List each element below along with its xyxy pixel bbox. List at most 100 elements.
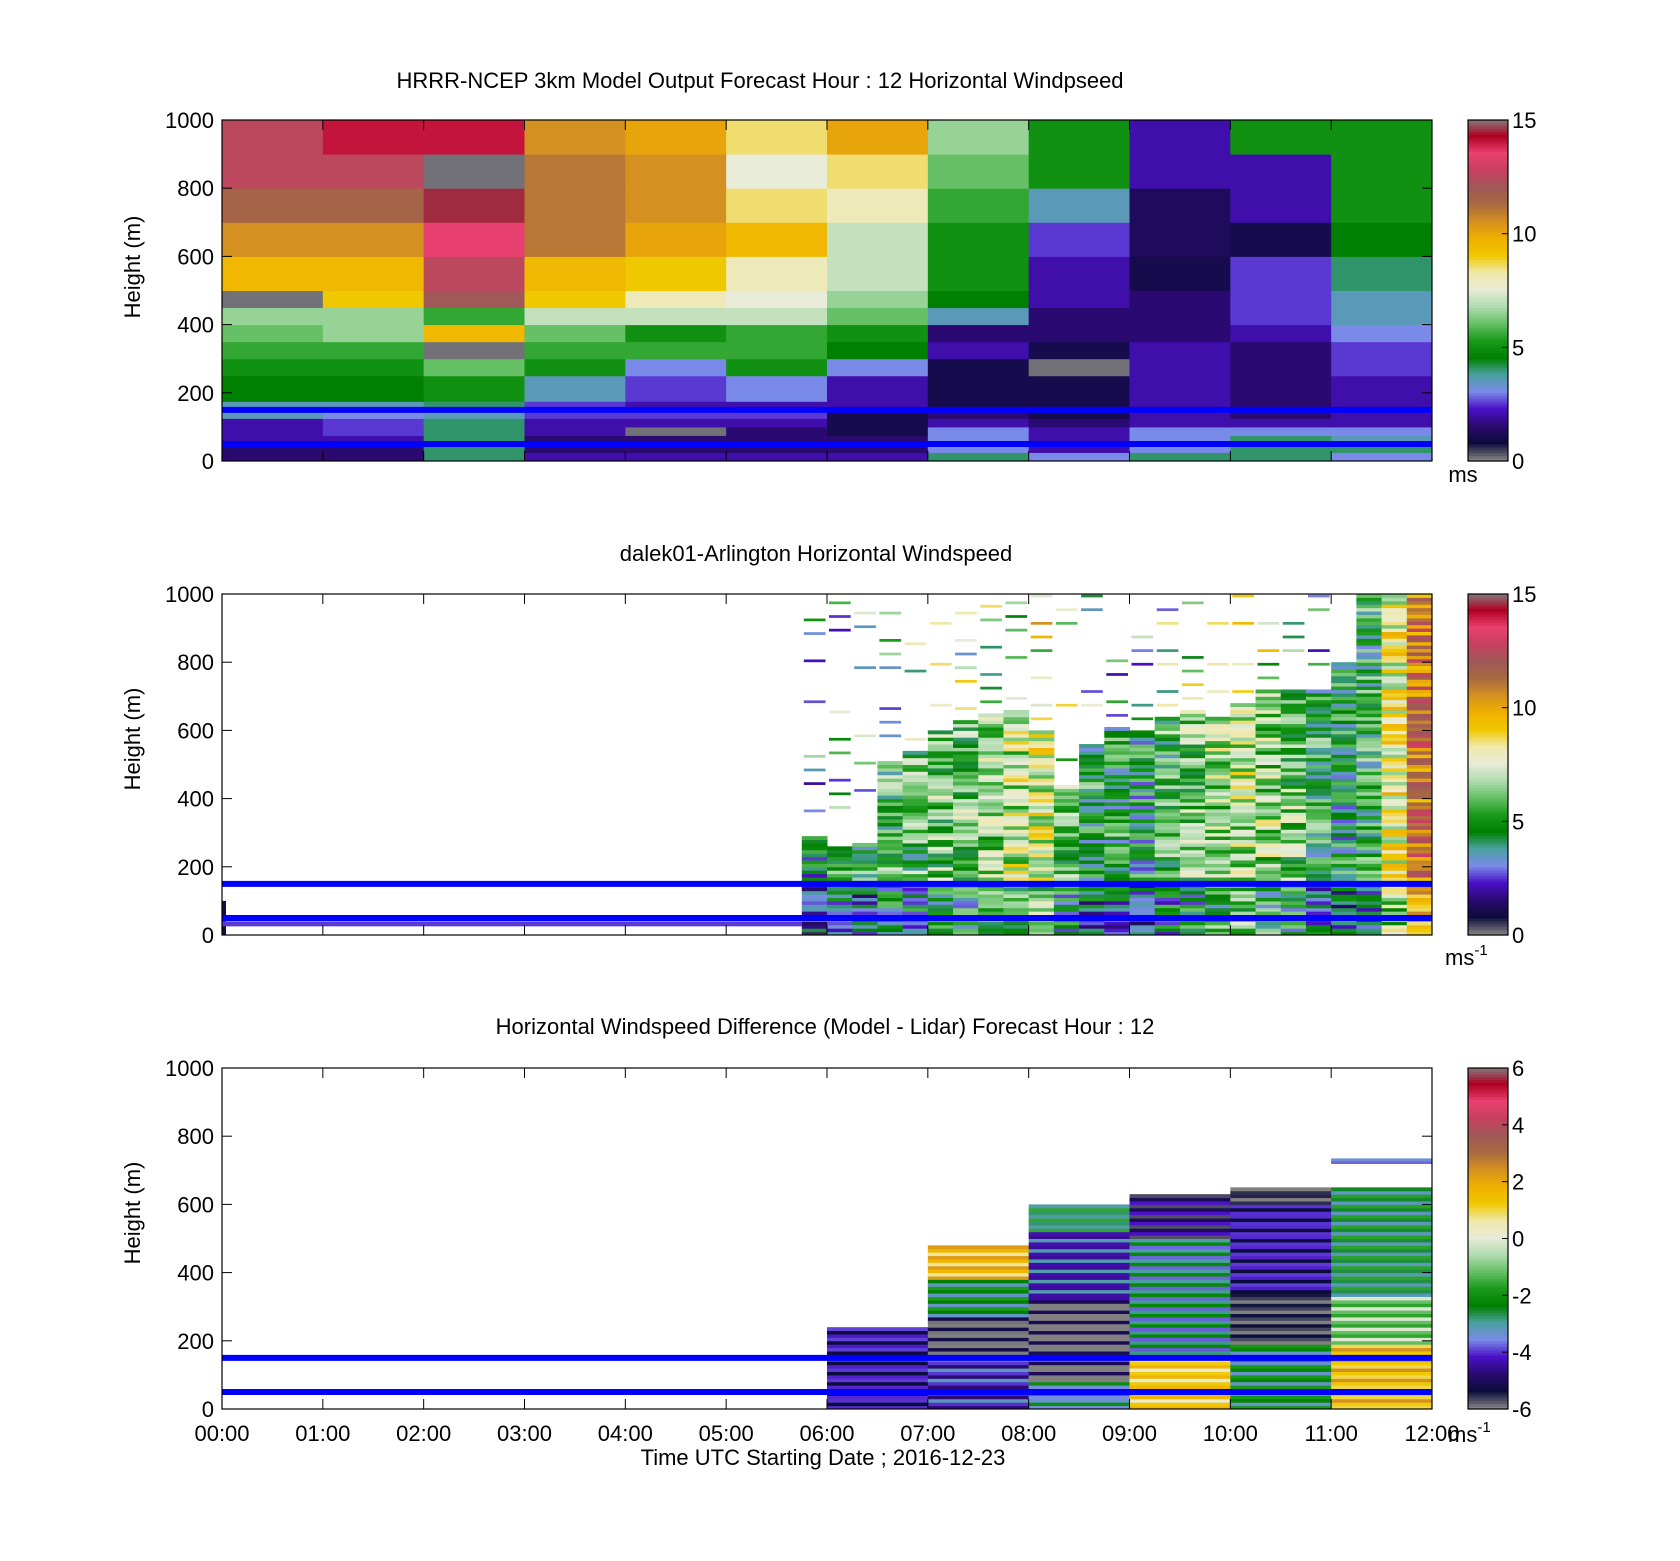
heatmap-cell <box>879 611 902 615</box>
heatmap-cell <box>1305 931 1332 936</box>
heatmap-cell <box>955 611 977 615</box>
heatmap-cell <box>1129 392 1231 402</box>
heatmap-cell <box>1028 795 1055 800</box>
heatmap-cell <box>1030 621 1053 625</box>
heatmap-cell <box>524 256 626 274</box>
heatmap-cell <box>1129 1224 1231 1229</box>
colorbar-segment <box>1468 613 1508 618</box>
heatmap-cell <box>1079 866 1105 871</box>
heatmap-cell <box>1053 904 1080 909</box>
difference-panel: Horizontal Windspeed Difference (Model -… <box>120 1014 1532 1447</box>
heatmap-cell <box>1381 859 1408 864</box>
colorbar-segment <box>1468 208 1508 212</box>
heatmap-cell <box>902 900 929 905</box>
heatmap-cell <box>1205 931 1231 936</box>
heatmap-cell <box>1230 761 1257 765</box>
colorbar-segment <box>1468 744 1508 749</box>
heatmap-cell <box>1255 706 1282 711</box>
heatmap-cell <box>1356 907 1383 912</box>
heatmap-cell <box>1230 443 1332 453</box>
heatmap-cell <box>1028 819 1055 823</box>
heatmap-cell <box>1331 873 1357 878</box>
heatmap-cell <box>953 870 979 875</box>
heatmap-cell <box>1106 700 1128 704</box>
colorbar-segment <box>1468 1232 1508 1237</box>
heatmap-cell <box>1280 791 1307 796</box>
heatmap-cell <box>1406 675 1433 680</box>
heatmap-cell <box>1028 1402 1130 1407</box>
heatmap-cell <box>801 911 828 916</box>
colorbar-segment <box>1468 611 1508 615</box>
heatmap-cell <box>1129 188 1231 223</box>
heatmap-cell <box>1129 1306 1231 1311</box>
heatmap-cell <box>1131 635 1154 639</box>
heatmap-cell <box>1230 1398 1332 1403</box>
heatmap-cell <box>1129 1245 1231 1250</box>
heatmap-cell <box>1129 764 1156 769</box>
heatmap-cell <box>1003 716 1030 721</box>
colorbar-segment <box>1468 892 1508 896</box>
colorbar-segment <box>1468 1161 1508 1166</box>
heatmap-cell <box>1230 1299 1332 1304</box>
heatmap-cell <box>1205 750 1231 755</box>
panel-title: Horizontal Windspeed Difference (Model -… <box>496 1014 1155 1039</box>
heatmap-cell <box>1280 900 1307 905</box>
heatmap-cell <box>980 604 1002 608</box>
heatmap-cell <box>1255 774 1282 779</box>
colorbar-segment <box>1468 1229 1508 1234</box>
plot-area <box>222 594 1433 936</box>
colorbar-segment <box>1468 710 1508 714</box>
heatmap-cell <box>1003 805 1030 810</box>
colorbar-segment <box>1468 1141 1508 1146</box>
colorbar-tick-label: -6 <box>1512 1397 1532 1422</box>
heatmap-cell <box>1230 1289 1332 1294</box>
heatmap-cell <box>322 409 425 419</box>
heatmap-cell <box>1003 856 1030 861</box>
heatmap-cell <box>927 1293 1030 1297</box>
heatmap-cell <box>1129 1262 1231 1267</box>
heatmap-cell <box>726 375 828 394</box>
heatmap-cell <box>1381 802 1408 806</box>
colorbar-segment <box>1468 412 1508 417</box>
heatmap-cell <box>1230 1224 1332 1229</box>
heatmap-cell <box>1356 928 1383 933</box>
heatmap-cell <box>827 1381 929 1386</box>
heatmap-cell <box>1129 1293 1231 1297</box>
heatmap-cell <box>904 737 927 741</box>
heatmap-cell <box>1005 628 1028 632</box>
heatmap-cell <box>1028 1344 1130 1349</box>
heatmap-cell <box>1154 740 1181 745</box>
heatmap-cell <box>1230 713 1257 718</box>
heatmap-cell <box>1381 689 1408 694</box>
heatmap-cell <box>1156 608 1179 612</box>
colorbar-segment <box>1468 304 1508 309</box>
heatmap-cell <box>953 761 979 765</box>
heatmap-cell <box>1356 611 1383 615</box>
heatmap-cell <box>1028 1299 1130 1304</box>
colorbar-segment <box>1468 790 1508 794</box>
heatmap-cell <box>953 822 979 827</box>
heatmap-cell <box>927 1330 1030 1335</box>
heatmap-cell <box>978 723 1004 728</box>
heatmap-cell <box>1179 730 1206 735</box>
heatmap-cell <box>1205 778 1231 783</box>
heatmap-cell <box>978 757 1004 762</box>
heatmap-cell <box>423 409 525 419</box>
heatmap-cell <box>827 897 853 902</box>
heatmap-cell <box>1003 877 1030 881</box>
colorbar-segment <box>1468 1255 1508 1259</box>
heatmap-cell <box>1280 767 1307 772</box>
heatmap-cell <box>1331 341 1433 360</box>
heatmap-cell <box>927 1252 1030 1257</box>
colorbar-segment <box>1468 1269 1508 1274</box>
heatmap-cell <box>1331 1330 1433 1335</box>
heatmap-cell <box>927 1296 1030 1301</box>
heatmap-cell <box>322 120 425 155</box>
heatmap-cell <box>1053 805 1080 810</box>
heatmap-cell <box>1129 924 1156 929</box>
heatmap-cell <box>1331 1333 1433 1338</box>
heatmap-cell <box>1129 863 1156 868</box>
heatmap-cell <box>1406 890 1433 895</box>
heatmap-cell <box>1331 1323 1433 1328</box>
heatmap-cell <box>1331 692 1357 697</box>
